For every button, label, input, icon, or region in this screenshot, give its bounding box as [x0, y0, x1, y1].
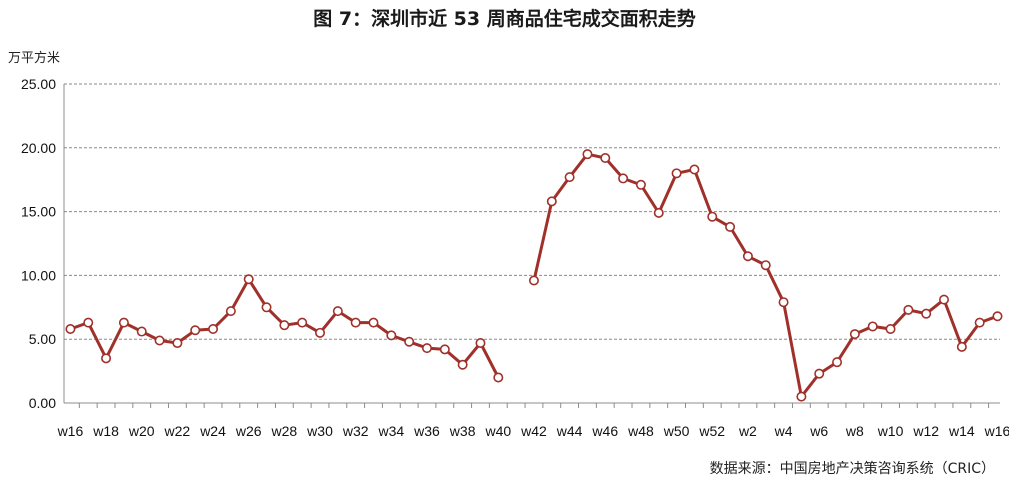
x-tick-label: w48 — [627, 423, 654, 439]
data-point — [635, 179, 646, 190]
data-point — [439, 344, 450, 355]
x-tick-label: w2 — [738, 423, 757, 439]
data-point — [225, 306, 236, 317]
data-point — [101, 353, 112, 364]
data-point — [475, 338, 486, 349]
x-tick-label: w30 — [306, 423, 333, 439]
data-point — [618, 173, 629, 184]
x-tick-label: w12 — [912, 423, 939, 439]
x-tick-label: w4 — [774, 423, 793, 439]
data-point — [582, 149, 593, 160]
x-tick-label: w32 — [342, 423, 369, 439]
data-point — [261, 302, 272, 313]
data-point — [118, 317, 129, 328]
data-point — [903, 304, 914, 315]
data-point — [921, 308, 932, 319]
data-point — [279, 320, 290, 331]
x-tick-label: w14 — [948, 423, 975, 439]
data-point — [600, 153, 611, 164]
x-tick-label: w44 — [556, 423, 583, 439]
y-axis-unit-label: 万平方米 — [8, 51, 61, 66]
data-point — [332, 306, 343, 317]
data-point — [707, 211, 718, 222]
data-point — [386, 330, 397, 341]
data-point — [297, 317, 308, 328]
chart-title: 图 7：深圳市近 53 周商品住宅成交面积走势 — [313, 8, 696, 30]
data-point — [671, 168, 682, 179]
x-tick-label: w26 — [235, 423, 262, 439]
data-point — [796, 391, 807, 402]
data-point — [528, 275, 539, 286]
x-tick-label: w8 — [845, 423, 864, 439]
data-point — [190, 325, 201, 336]
y-tick-label: 0.00 — [29, 395, 56, 411]
data-point — [760, 260, 771, 271]
data-point — [778, 297, 789, 308]
data-point — [421, 343, 432, 354]
data-point — [956, 341, 967, 352]
data-point — [564, 172, 575, 183]
data-point — [974, 317, 985, 328]
x-tick-label: w36 — [413, 423, 440, 439]
data-point — [725, 221, 736, 232]
y-tick-label: 10.00 — [21, 267, 56, 283]
y-tick-label: 25.00 — [21, 76, 56, 92]
x-tick-label: w40 — [484, 423, 511, 439]
data-point — [867, 321, 878, 332]
data-point — [404, 336, 415, 347]
data-point — [154, 335, 165, 346]
data-point — [243, 274, 254, 285]
data-point — [885, 323, 896, 334]
y-tick-label: 15.00 — [21, 204, 56, 220]
data-point — [742, 251, 753, 262]
x-tick-label: w38 — [449, 423, 476, 439]
data-point — [814, 368, 825, 379]
data-point — [208, 323, 219, 334]
x-tick-label: w22 — [164, 423, 191, 439]
x-tick-label: w52 — [698, 423, 725, 439]
x-tick-label: w10 — [877, 423, 904, 439]
data-point — [493, 372, 504, 383]
data-point — [315, 327, 326, 338]
data-point — [368, 317, 379, 328]
source-note: 数据来源：中国房地产决策咨询系统（CRIC） — [709, 461, 995, 477]
data-point — [457, 359, 468, 370]
data-point — [83, 317, 94, 328]
data-point — [653, 207, 664, 218]
x-tick-label: w34 — [377, 423, 404, 439]
x-tick-label: w16 — [984, 423, 1009, 439]
x-tick-label: w42 — [520, 423, 547, 439]
y-tick-label: 20.00 — [21, 140, 56, 156]
data-point — [350, 317, 361, 328]
data-point — [689, 164, 700, 175]
data-point — [832, 357, 843, 368]
x-tick-label: w46 — [591, 423, 618, 439]
data-point — [546, 196, 557, 207]
data-point — [939, 294, 950, 305]
data-point — [992, 311, 1003, 322]
x-tick-label: w24 — [199, 423, 226, 439]
data-point — [136, 326, 147, 337]
data-point — [172, 338, 183, 349]
x-tick-label: w50 — [663, 423, 690, 439]
x-tick-label: w20 — [128, 423, 155, 439]
x-tick-label: w6 — [809, 423, 828, 439]
x-tick-label: w28 — [271, 423, 298, 439]
data-point — [849, 329, 860, 340]
x-tick-label: w16 — [57, 423, 84, 439]
y-tick-label: 5.00 — [29, 331, 56, 347]
x-tick-label: w18 — [92, 423, 119, 439]
data-point — [65, 323, 76, 334]
